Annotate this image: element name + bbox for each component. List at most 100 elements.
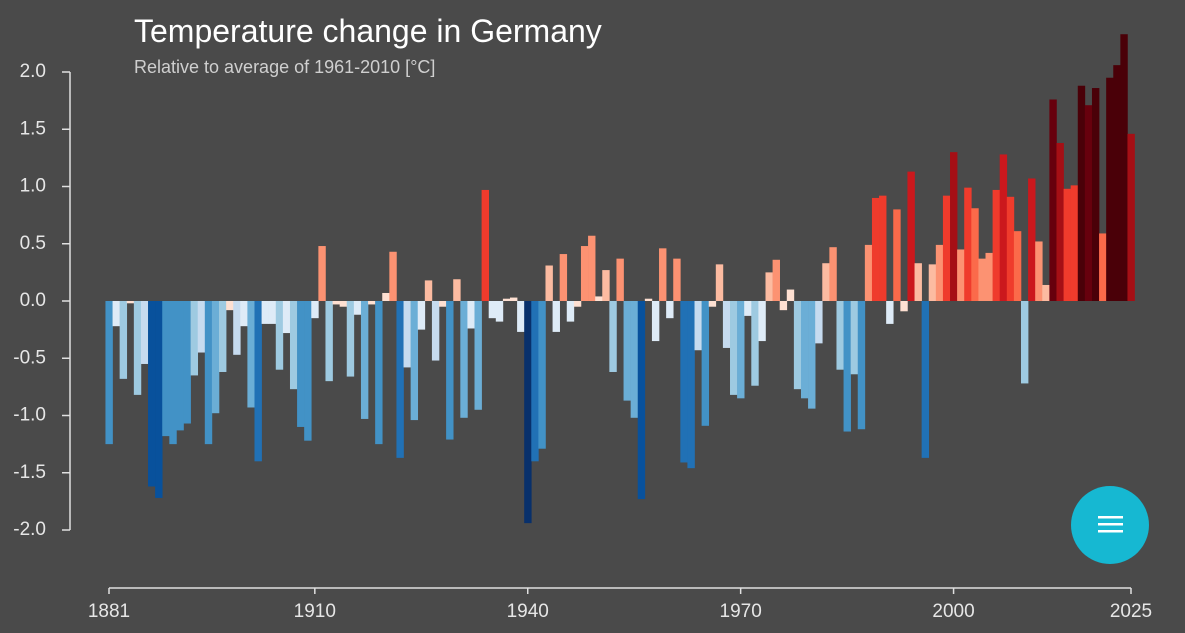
bar	[950, 152, 958, 301]
bar	[410, 301, 419, 421]
bar	[1077, 85, 1086, 302]
menu-button[interactable]	[1071, 486, 1149, 564]
bar	[197, 301, 206, 353]
bar	[715, 264, 724, 301]
bar	[730, 301, 738, 395]
bar	[353, 301, 362, 315]
bar	[318, 246, 326, 301]
bar	[1028, 178, 1036, 301]
bar	[588, 235, 596, 301]
bar	[573, 301, 582, 307]
bar	[524, 301, 532, 524]
bar	[446, 301, 454, 440]
bar	[964, 187, 972, 301]
chart-title: Temperature change in Germany	[134, 13, 602, 49]
bar	[1020, 301, 1029, 384]
bar	[1106, 77, 1114, 301]
bar	[1006, 196, 1015, 301]
bar	[744, 301, 752, 316]
y-tick-label: 1.0	[20, 176, 46, 197]
y-tick-label: 1.5	[20, 118, 46, 139]
bar	[971, 208, 979, 301]
bar	[857, 301, 866, 430]
bar	[140, 301, 149, 364]
bar	[339, 301, 348, 307]
y-tick-label: -0.5	[13, 347, 46, 368]
bar	[282, 301, 291, 334]
bar	[637, 301, 646, 500]
bar	[751, 301, 759, 386]
bar	[488, 301, 497, 319]
bar	[914, 263, 922, 301]
bar	[886, 301, 894, 324]
menu-icon-line	[1098, 530, 1123, 533]
bar	[1127, 133, 1135, 301]
bar	[403, 301, 411, 368]
bar	[779, 301, 788, 311]
bar	[396, 301, 404, 458]
y-tick-label: -2.0	[13, 519, 46, 540]
bar	[829, 247, 837, 301]
bar	[673, 258, 681, 301]
bar	[1056, 142, 1064, 301]
bar	[382, 292, 390, 301]
bar	[800, 301, 809, 399]
bar	[204, 301, 213, 445]
bar	[297, 301, 305, 427]
bar	[900, 301, 908, 312]
bar	[1099, 233, 1107, 301]
bar	[247, 301, 255, 408]
bar	[211, 301, 220, 414]
bar	[233, 301, 241, 355]
bar	[552, 301, 560, 332]
bar	[559, 254, 568, 301]
bar	[1013, 231, 1022, 301]
bar	[169, 301, 177, 445]
bar	[850, 301, 859, 375]
bar	[1063, 188, 1071, 301]
bar	[261, 301, 269, 324]
bar	[793, 301, 802, 390]
x-tick-label: 1970	[720, 601, 762, 622]
bar	[105, 301, 113, 445]
bar	[602, 270, 610, 301]
bar	[368, 301, 376, 305]
bar	[815, 301, 823, 344]
bar	[126, 301, 135, 304]
bar	[893, 209, 901, 301]
bar	[879, 195, 887, 301]
bar	[1070, 185, 1079, 301]
bar	[226, 301, 234, 311]
bar	[1120, 34, 1128, 302]
bar	[566, 301, 575, 322]
chart-subtitle: Relative to average of 1961-2010 [°C]	[134, 57, 435, 77]
bar	[1049, 99, 1057, 301]
bar	[254, 301, 262, 462]
bar	[148, 301, 156, 487]
bar	[417, 301, 426, 330]
bar	[467, 301, 475, 329]
bar	[708, 301, 717, 307]
bar	[1042, 284, 1050, 301]
x-tick-label: 2025	[1110, 601, 1152, 622]
y-tick-label: -1.0	[13, 405, 46, 426]
menu-icon-line	[1098, 523, 1123, 526]
bar	[439, 301, 447, 307]
bar	[822, 263, 830, 301]
y-tick-label: 0.5	[20, 233, 46, 254]
bar	[978, 258, 986, 301]
bar	[935, 244, 944, 301]
bar	[871, 197, 880, 301]
bar	[240, 301, 248, 327]
bar	[545, 265, 553, 301]
bar	[453, 279, 461, 301]
bar	[346, 301, 355, 377]
bar	[957, 249, 965, 301]
bar	[992, 189, 1001, 301]
x-tick-label: 1910	[294, 601, 336, 622]
bar	[275, 301, 284, 370]
bar	[722, 301, 731, 348]
bar	[609, 301, 617, 372]
bar	[694, 301, 702, 351]
